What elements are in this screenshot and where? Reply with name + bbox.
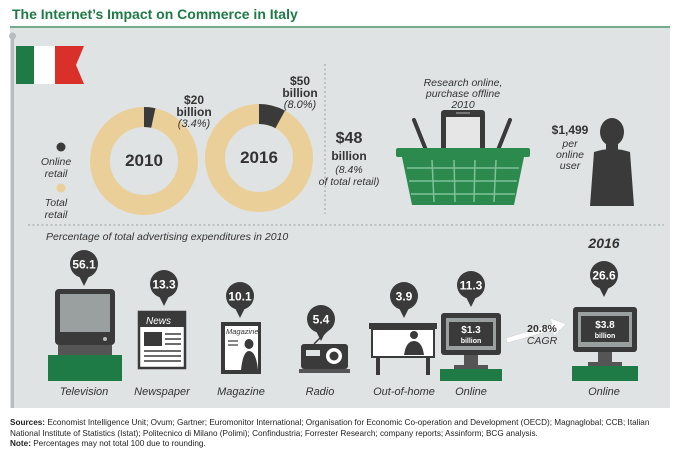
value-bubble-online: 11.3 [457, 271, 485, 307]
donut-2010 [90, 107, 198, 215]
legend-total-label: Total retail [45, 197, 68, 221]
note-label: Note: [10, 439, 31, 449]
online-2010-screen [449, 322, 493, 346]
online-2010-value: $20 [184, 93, 204, 107]
category-labels: Television Newspaper Magazine Radio Out-of-h… [60, 386, 620, 398]
value-bubble-radio-label: 5.4 [313, 313, 330, 327]
value-bubble-online-circle [457, 271, 485, 299]
value-bubble-radio: 5.4 [307, 305, 335, 341]
category-label-online-2016: Online [588, 386, 620, 398]
online-2010-spend-unit: billion [461, 338, 482, 345]
value-bubble-radio-circle [307, 305, 335, 333]
donut-year-2016: 2016 [240, 148, 278, 167]
newspaper-icon: News [137, 310, 187, 370]
footer: Sources: Economist Intelligence Unit; Ov… [10, 418, 670, 450]
value-bubble-out-of-home: 3.9 [390, 282, 418, 318]
legend-online-label: Online retail [41, 156, 72, 180]
newspaper-masthead: News [146, 316, 171, 327]
value-bubble-magazine: 10.1 [226, 282, 254, 318]
ropo-unit: billion [331, 149, 366, 163]
online-2010-unit: billion [176, 105, 211, 119]
year-2016-label: 2016 [587, 235, 619, 251]
value-bubble-television-label: 56.1 [72, 258, 96, 272]
donut-slice-online-retail [205, 104, 313, 212]
magazine-masthead: Magazine [226, 327, 259, 336]
online-2016-unit: billion [282, 86, 317, 100]
magazine-icon: Magazine [221, 322, 261, 374]
online-2016-value: $50 [290, 74, 310, 88]
billboard-icon [369, 323, 437, 375]
value-bubble-online-2016-circle [590, 261, 618, 289]
online-2016-spend-unit: billion [595, 333, 616, 340]
value-bubble-online-label: 11.3 [460, 279, 483, 293]
value-bubble-out-of-home-label: 3.9 [396, 290, 413, 304]
category-label-magazine: Magazine [217, 386, 265, 398]
value-bubble-online-2016-label: 26.6 [592, 269, 616, 283]
value-bubble-magazine-circle [226, 282, 254, 310]
ropo-title: Research online, purchase offline 2010 [424, 77, 503, 111]
value-bubble-magazine-label: 10.1 [228, 290, 252, 304]
person-icon [590, 118, 634, 206]
cagr-value: 20.8% [527, 323, 557, 335]
television-icon [48, 289, 122, 381]
value-bubble-newspaper: 13.3 [150, 270, 178, 306]
page-title: The Internet’s Impact on Commerce in Ita… [12, 6, 298, 22]
ad-chart-title: Percentage of total advertising expendit… [46, 231, 288, 243]
per-user-value: $1,499 [552, 123, 589, 137]
online-2010-share: (3.4%) [178, 118, 211, 130]
per-user-label: per online user [556, 138, 584, 172]
note-text: Percentages may not total 100 due to rou… [33, 439, 206, 449]
category-label-online: Online [455, 386, 487, 398]
value-bubbles: 56.1 13.3 10.1 5.4 3.9 11.3 26.6 [70, 250, 618, 341]
category-label-radio: Radio [306, 386, 335, 398]
ropo-share: (8.4% of total retail) [319, 164, 380, 188]
sources-text: Economist Intelligence Unit; Ovum; Gartn… [10, 418, 650, 438]
online-2016-spend-value: $3.8 [595, 320, 615, 331]
sources-label: Sources: [10, 418, 46, 427]
value-bubble-television-circle [70, 250, 98, 278]
value-bubble-television: 56.1 [70, 250, 98, 286]
category-label-television: Television [60, 386, 109, 398]
donut-slice-online-retail [90, 107, 198, 215]
value-bubble-online-2016: 26.6 [590, 261, 618, 297]
online-2016-screen [581, 316, 629, 342]
donut-year-2010: 2010 [125, 151, 163, 170]
online-2016-monitor-icon: $3.8 billion [572, 307, 638, 381]
italy-flag-icon [9, 32, 84, 408]
online-2016-share: (8.0%) [284, 99, 317, 111]
value-bubble-newspaper-circle [150, 270, 178, 298]
ropo-value: $48 [336, 130, 363, 147]
category-label-newspaper: Newspaper [134, 386, 191, 398]
legend-total-swatch [56, 183, 66, 193]
online-2010-spend-value: $1.3 [461, 325, 481, 336]
value-bubble-out-of-home-circle [390, 282, 418, 310]
online-2010-monitor-icon: $1.3 billion [440, 313, 502, 381]
cagr-label: CAGR [527, 335, 558, 347]
shopping-basket-icon [396, 110, 530, 205]
value-bubble-newspaper-label: 13.3 [152, 278, 176, 292]
cagr-arrow-icon [505, 317, 567, 344]
legend-online-swatch [56, 142, 66, 152]
category-label-out-of-home: Out-of-home [373, 386, 435, 398]
donut-2016 [205, 104, 313, 212]
radio-icon [299, 325, 350, 373]
